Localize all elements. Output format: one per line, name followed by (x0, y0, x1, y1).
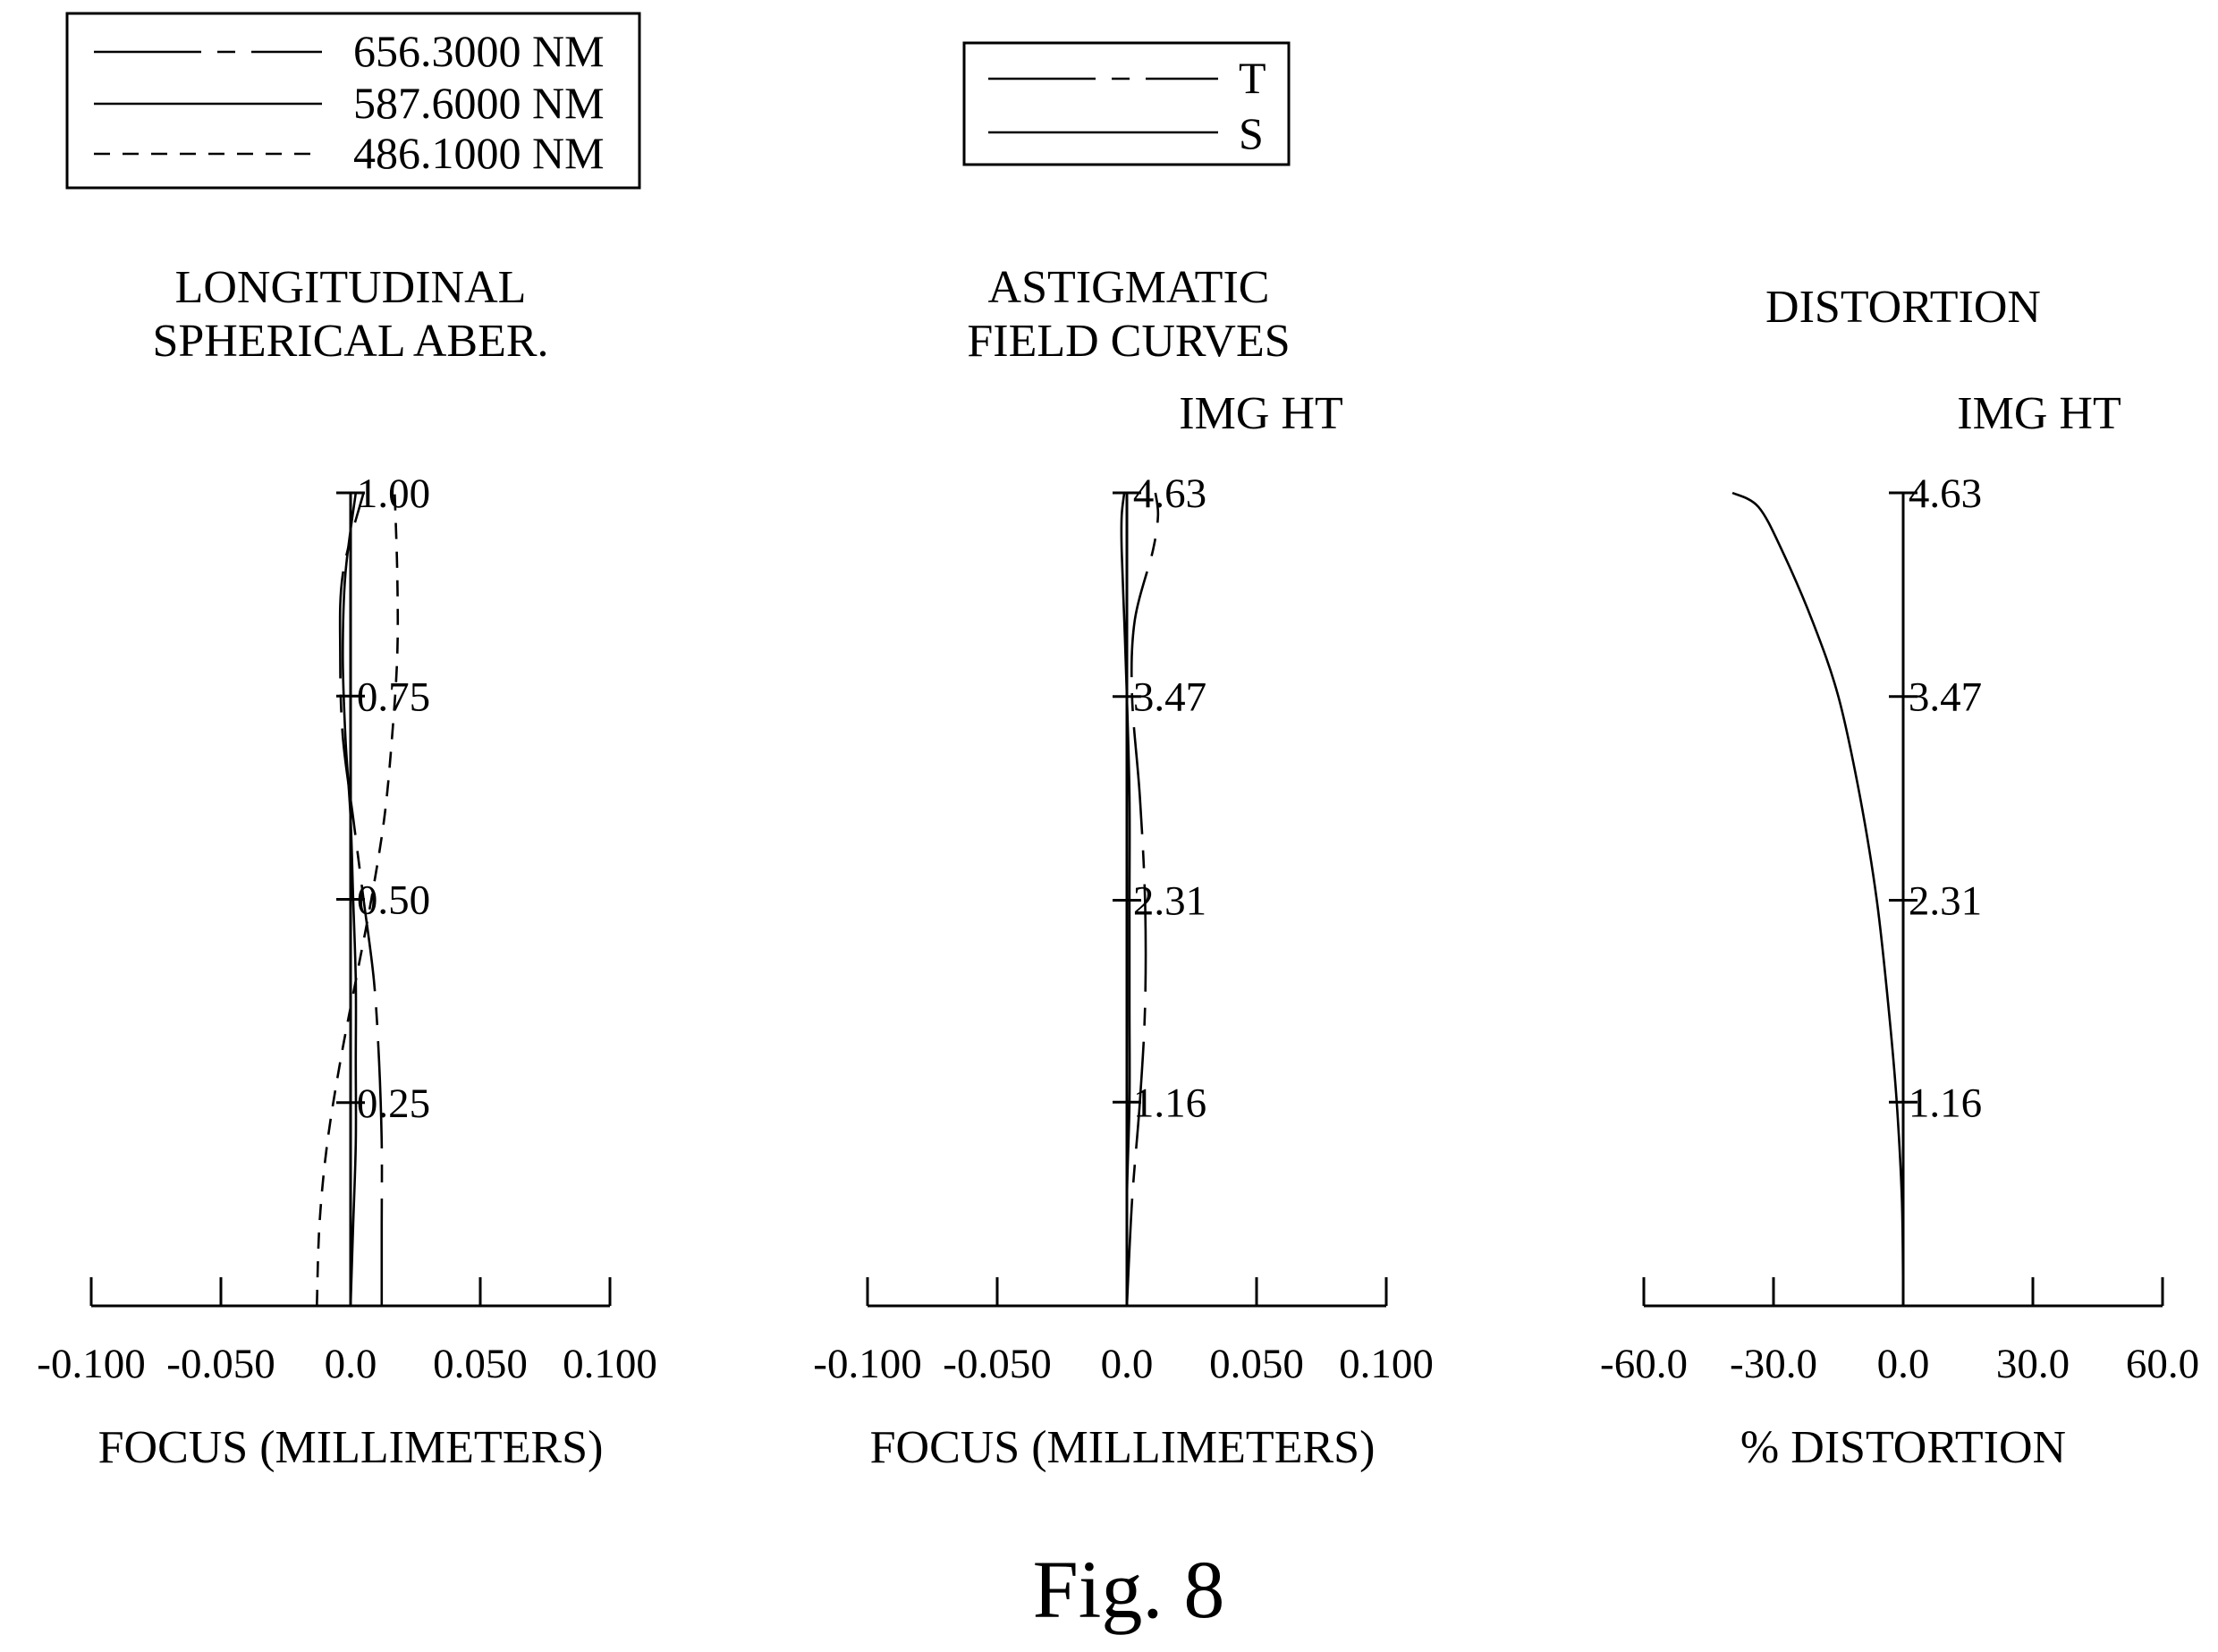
x-tick-label-spherical-1: -0.050 (166, 1341, 275, 1387)
y-tick-label-spherical-3: 1.00 (357, 470, 430, 517)
curve-astigmatic-0 (1125, 492, 1160, 1307)
y-tick-label-distortion-1: 2.31 (1909, 877, 1982, 924)
x-tick-label-spherical-3: 0.050 (433, 1341, 528, 1387)
x-tick-label-astigmatic-1: -0.050 (943, 1341, 1051, 1387)
legend-label-t: T (1239, 53, 1266, 103)
legend-label-486: 486.1000 NM (353, 128, 605, 178)
x-tick-label-astigmatic-4: 0.100 (1339, 1341, 1434, 1387)
y-tick-label-spherical-1: 0.50 (357, 877, 430, 924)
x-tick-label-distortion-0: -60.0 (1600, 1341, 1688, 1387)
x-tick-label-spherical-2: 0.0 (325, 1341, 377, 1387)
y-tick-label-distortion-3: 4.63 (1909, 470, 1982, 517)
curve-astigmatic-1 (1120, 492, 1131, 1307)
y-tick-label-distortion-2: 3.47 (1909, 674, 1982, 721)
wavelength-legend: 656.3000 NM 587.6000 NM 486.1000 NM (65, 12, 641, 190)
y-tick-label-astigmatic-3: 4.63 (1133, 470, 1206, 517)
plot-title-distortion-0: DISTORTION (1765, 282, 2041, 333)
y-tick-label-spherical-2: 0.75 (357, 674, 430, 720)
x-tick-label-astigmatic-3: 0.050 (1209, 1341, 1304, 1387)
x-tick-label-distortion-3: 30.0 (1996, 1341, 2070, 1387)
y-tick-label-spherical-0: 0.25 (357, 1080, 430, 1127)
legend-label-656: 656.3000 NM (353, 26, 605, 76)
plot-title-astigmatic-0: ASTIGMATIC (988, 262, 1270, 313)
x-tick-label-distortion-1: -30.0 (1730, 1341, 1817, 1387)
x-label-astigmatic: FOCUS (MILLIMETERS) (870, 1422, 1376, 1473)
curve-spherical-1 (341, 492, 358, 1307)
y-tick-label-distortion-0: 1.16 (1909, 1080, 1982, 1126)
x-tick-label-astigmatic-0: -0.100 (813, 1341, 921, 1387)
field-legend-box (962, 41, 1291, 166)
img-ht-header-astigmatic: IMG HT (1179, 388, 1342, 439)
plot-title-spherical-0: LONGITUDINAL (175, 262, 527, 313)
x-tick-label-spherical-0: -0.100 (37, 1341, 145, 1387)
curve-spherical-2 (316, 492, 400, 1307)
figure-caption: Fig. 8 (1033, 1544, 1225, 1635)
plot-title-astigmatic-1: FIELD CURVES (967, 316, 1290, 367)
legend-label-s: S (1239, 108, 1264, 158)
x-tick-label-distortion-4: 60.0 (2126, 1341, 2199, 1387)
y-tick-label-astigmatic-0: 1.16 (1133, 1080, 1206, 1126)
plot-title-spherical-1: SPHERICAL ABER. (152, 316, 548, 367)
y-tick-label-astigmatic-2: 3.47 (1133, 674, 1206, 721)
x-label-spherical: FOCUS (MILLIMETERS) (98, 1422, 604, 1473)
x-tick-label-astigmatic-2: 0.0 (1101, 1341, 1154, 1387)
plot-distortion: DISTORTION IMG HT -60.0 -30.0 0.0 30.0 60.0 1.1… (1600, 282, 2199, 1473)
wavelength-legend-box (65, 12, 641, 190)
x-tick-label-spherical-4: 0.100 (563, 1341, 657, 1387)
legend-label-587: 587.6000 NM (353, 78, 605, 128)
curve-spherical-0 (338, 492, 384, 1306)
field-legend: T S (962, 41, 1291, 166)
x-label-distortion: % DISTORTION (1740, 1422, 2066, 1473)
img-ht-header-distortion: IMG HT (1957, 388, 2121, 439)
x-tick-label-distortion-2: 0.0 (1877, 1341, 1930, 1387)
curve-distortion-0 (1731, 491, 1905, 1307)
